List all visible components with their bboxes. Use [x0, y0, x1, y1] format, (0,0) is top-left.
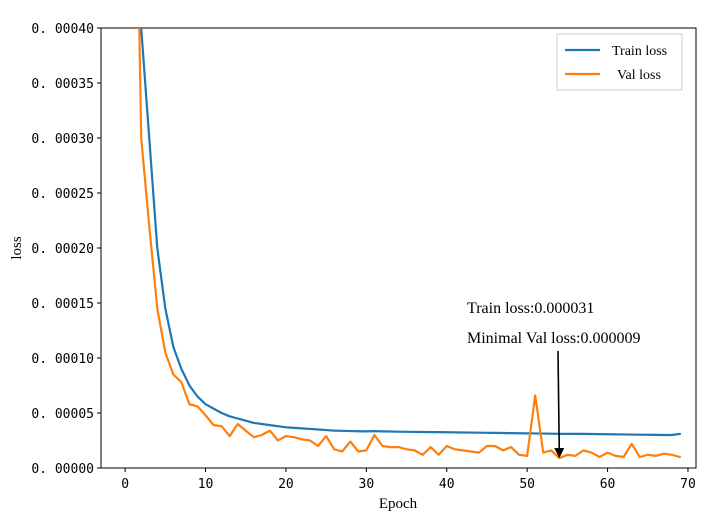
x-tick-label: 30 [359, 477, 375, 492]
legend: Train loss Val loss [556, 33, 683, 91]
legend-label-val-loss: Val loss [617, 68, 661, 83]
x-tick-label: 20 [278, 477, 294, 492]
legend-box [556, 33, 683, 91]
annotation-train-loss: Train loss:0.000031 [467, 300, 594, 317]
legend-label-train-loss: Train loss [612, 44, 667, 59]
x-axis-ticks: 0 10 20 30 40 50 60 70 [121, 468, 696, 492]
x-tick-label: 60 [600, 477, 616, 492]
plot-area-frame [100, 27, 697, 469]
series-line-val-loss [138, 28, 682, 460]
x-tick-label: 10 [198, 477, 214, 492]
y-tick-label: 0. 00005 [31, 407, 94, 422]
annotation-arrow [554, 350, 565, 459]
y-tick-label: 0. 00030 [31, 132, 94, 147]
y-tick-label: 0. 00000 [31, 462, 94, 477]
annotation-min-val-loss: Minimal Val loss:0.000009 [467, 330, 641, 347]
series-layer [138, 28, 682, 460]
y-axis-ticks: 0. 00000 0. 00005 0. 00010 0. 00015 0. 00020… [31, 22, 101, 477]
y-axis-label: loss [9, 236, 25, 260]
y-tick-label: 0. 00035 [31, 77, 94, 92]
x-tick-label: 0 [121, 477, 129, 492]
y-tick-label: 0. 00020 [31, 242, 94, 257]
y-tick-label: 0. 00010 [31, 352, 94, 367]
x-tick-label: 70 [680, 477, 696, 492]
x-tick-label: 50 [519, 477, 535, 492]
series-line-train-loss [140, 28, 682, 437]
y-tick-label: 0. 00040 [31, 22, 94, 37]
x-tick-label: 40 [439, 477, 455, 492]
x-axis-label: Epoch [379, 496, 418, 512]
y-tick-label: 0. 00025 [31, 187, 94, 202]
y-tick-label: 0. 00015 [31, 297, 94, 312]
